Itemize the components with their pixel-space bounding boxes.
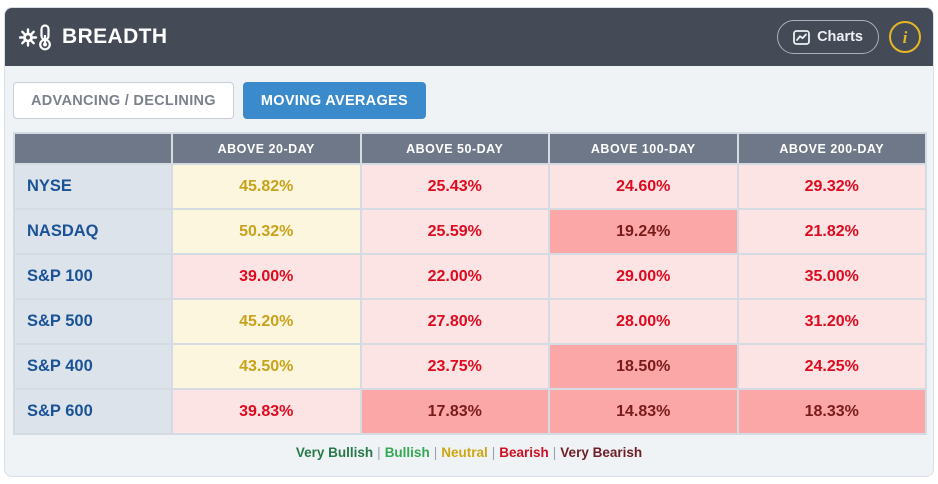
breadth-value-cell: 25.43%: [359, 163, 550, 210]
legend-item: Very Bearish: [560, 445, 643, 460]
tab-advancing-declining[interactable]: ADVANCING / DECLINING: [13, 82, 234, 119]
breadth-value-cell: 18.50%: [548, 343, 739, 390]
tab-bar: ADVANCING / DECLINING MOVING AVERAGES: [5, 66, 933, 132]
line-chart-icon: [793, 29, 810, 45]
table-row: S&P 100 39.00% 22.00% 29.00% 35.00%: [13, 253, 927, 300]
breadth-value-cell: 22.00%: [359, 253, 550, 300]
breadth-value-cell: 18.33%: [736, 388, 927, 435]
breadth-value-cell: 45.82%: [171, 163, 362, 210]
legend-separator: |: [433, 445, 438, 460]
breadth-value-cell: 50.32%: [171, 208, 362, 255]
breadth-value-cell: 31.20%: [736, 298, 927, 345]
breadth-thermometer-icon: [19, 23, 53, 51]
breadth-value-cell: 35.00%: [736, 253, 927, 300]
row-label: NASDAQ: [13, 208, 173, 255]
charts-button-label: Charts: [817, 29, 863, 45]
table-row: S&P 500 45.20% 27.80% 28.00% 31.20%: [13, 298, 927, 345]
legend-item: Bearish: [499, 445, 549, 460]
table-row: NYSE 45.82% 25.43% 24.60% 29.32%: [13, 163, 927, 210]
breadth-table: ABOVE 20-DAY ABOVE 50-DAY ABOVE 100-DAY …: [13, 132, 927, 435]
breadth-value-cell: 14.83%: [548, 388, 739, 435]
widget-header: BREADTH Charts i: [5, 8, 933, 66]
breadth-value-cell: 23.75%: [359, 343, 550, 390]
breadth-value-cell: 39.83%: [171, 388, 362, 435]
legend-item: Very Bullish: [295, 445, 374, 460]
charts-button[interactable]: Charts: [777, 20, 879, 54]
breadth-value-cell: 28.00%: [548, 298, 739, 345]
table-row: S&P 600 39.83% 17.83% 14.83% 18.33%: [13, 388, 927, 435]
brand: BREADTH: [19, 23, 168, 51]
breadth-table-body: NYSE 45.82% 25.43% 24.60% 29.32% NASDAQ 50.32%…: [13, 163, 927, 435]
header-actions: Charts i: [777, 20, 921, 54]
legend-separator: |: [377, 445, 381, 460]
table-row: S&P 400 43.50% 23.75% 18.50% 24.25%: [13, 343, 927, 390]
row-label: S&P 400: [13, 343, 173, 390]
info-icon: i: [902, 27, 908, 47]
row-label: S&P 500: [13, 298, 173, 345]
column-header-above-50-day: ABOVE 50-DAY: [359, 132, 550, 165]
legend-separator: |: [552, 445, 557, 460]
column-header-above-100-day: ABOVE 100-DAY: [548, 132, 739, 165]
row-label: S&P 600: [13, 388, 173, 435]
tab-moving-averages[interactable]: MOVING AVERAGES: [242, 82, 426, 119]
row-label: S&P 100: [13, 253, 173, 300]
info-button[interactable]: i: [889, 21, 921, 53]
breadth-value-cell: 17.83%: [359, 388, 550, 435]
breadth-value-cell: 43.50%: [171, 343, 362, 390]
legend: Very Bullish | Bullish | Neutral | Bearish | Ver…: [5, 435, 933, 460]
breadth-value-cell: 29.32%: [736, 163, 927, 210]
breadth-value-cell: 25.59%: [359, 208, 550, 255]
corner-header-cell: [13, 132, 173, 165]
column-header-above-20-day: ABOVE 20-DAY: [171, 132, 362, 165]
breadth-value-cell: 27.80%: [359, 298, 550, 345]
page-title: BREADTH: [62, 25, 168, 48]
breadth-value-cell: 19.24%: [548, 208, 739, 255]
breadth-value-cell: 24.25%: [736, 343, 927, 390]
breadth-value-cell: 39.00%: [171, 253, 362, 300]
breadth-value-cell: 24.60%: [548, 163, 739, 210]
row-label: NYSE: [13, 163, 173, 210]
breadth-value-cell: 29.00%: [548, 253, 739, 300]
table-row: NASDAQ 50.32% 25.59% 19.24% 21.82%: [13, 208, 927, 255]
breadth-widget: BREADTH Charts i ADVANCING / DECLINING M…: [4, 7, 934, 477]
legend-item: Bullish: [384, 445, 430, 460]
legend-separator: |: [491, 445, 496, 460]
column-header-above-200-day: ABOVE 200-DAY: [736, 132, 927, 165]
breadth-value-cell: 21.82%: [736, 208, 927, 255]
table-header-row: ABOVE 20-DAY ABOVE 50-DAY ABOVE 100-DAY …: [13, 132, 927, 165]
breadth-value-cell: 45.20%: [171, 298, 362, 345]
legend-item: Neutral: [441, 445, 488, 460]
